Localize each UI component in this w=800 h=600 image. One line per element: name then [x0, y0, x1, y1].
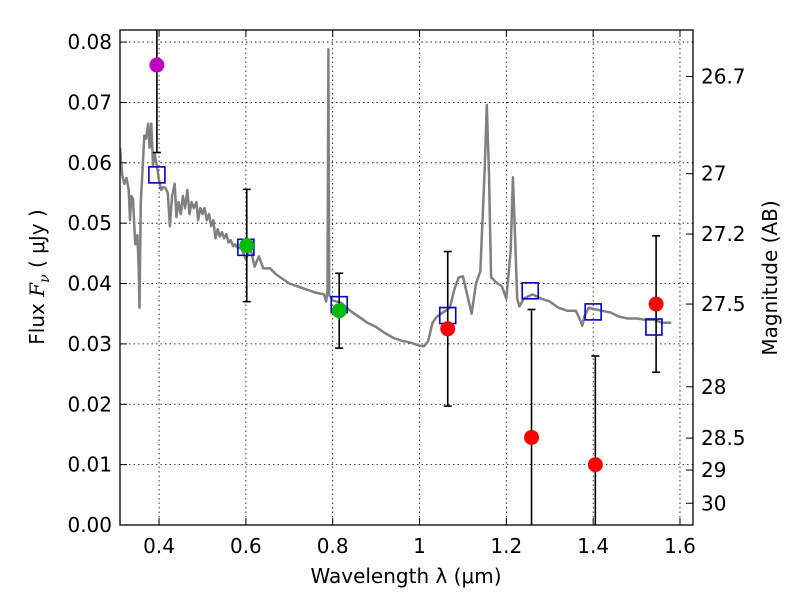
y2-tick-label: 27 [701, 162, 726, 186]
observed-point [587, 457, 603, 473]
y2-tick-label: 26.7 [701, 64, 746, 88]
x-tick-label: 1.4 [577, 534, 609, 558]
y-tick-label: 0.00 [67, 513, 112, 537]
y-axis-label: Flux Fν ( μJy ) [25, 209, 53, 344]
y-tick-label: 0.05 [67, 211, 112, 235]
y2-tick-label: 28 [701, 375, 726, 399]
y-tick-label: 0.03 [67, 332, 112, 356]
y-axis-label-subscript: ν [37, 274, 53, 283]
observed-point [648, 296, 664, 312]
observed-points [149, 57, 664, 473]
observed-point [524, 429, 540, 445]
y-axis-label-suffix: ( μJy ) [25, 209, 49, 274]
y2-tick-label: 29 [701, 458, 726, 482]
y-tick-label: 0.02 [67, 392, 112, 416]
y2-tick-label: 28.5 [701, 426, 746, 450]
x-tick-label: 0.4 [143, 534, 175, 558]
model-spectrum-line [120, 48, 672, 348]
axis-ticks [120, 30, 693, 526]
x-tick-label: 1.2 [490, 534, 522, 558]
y2-axis-label: Magnitude (AB) [758, 200, 782, 355]
model-point-square [521, 281, 540, 300]
observed-point [440, 321, 456, 337]
tick-labels: 0.4 0.6 0.8 1 1.2 1.4 1.6 0.00 0.01 0.02 0.03 0.04 0… [67, 30, 745, 558]
plot-frame [119, 29, 694, 526]
model-spectrum-layer [120, 48, 672, 348]
y2-tick-label: 30 [701, 491, 726, 515]
model-point-square [584, 303, 602, 321]
y-tick-label: 0.04 [67, 272, 112, 296]
x-tick-label: 1.6 [664, 534, 696, 558]
y-tick-label: 0.01 [67, 453, 112, 477]
observed-point [331, 303, 347, 319]
model-point-square [645, 318, 663, 336]
x-axis-label: Wavelength λ (μm) [310, 564, 501, 588]
x-tick-label: 1 [413, 534, 426, 558]
x-tick-label: 0.6 [230, 534, 262, 558]
y2-tick-label: 27.2 [701, 222, 746, 246]
x-tick-label: 0.8 [317, 534, 349, 558]
model-points [148, 166, 663, 336]
observed-point [149, 57, 165, 73]
y-tick-label: 0.07 [67, 90, 112, 114]
model-point-square [148, 166, 166, 184]
gridlines [120, 30, 693, 526]
y-axis-label-prefix: Flux [25, 297, 49, 345]
y2-tick-label: 27.5 [701, 292, 746, 316]
y-tick-label: 0.06 [67, 151, 112, 175]
observed-point [239, 238, 255, 254]
y-axis-label-symbol: F [25, 282, 49, 298]
y-tick-label: 0.08 [67, 30, 112, 54]
